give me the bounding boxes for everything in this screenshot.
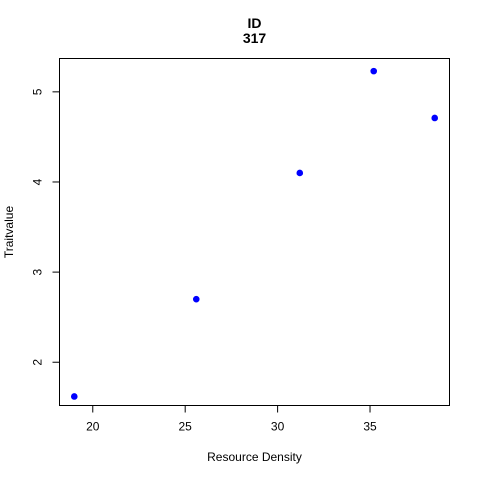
x-tick-label: 25: [179, 420, 193, 434]
y-tick-label: 4: [31, 178, 45, 185]
y-axis: 2 3 4 5: [31, 88, 60, 366]
data-points: [70, 67, 439, 400]
plot-area-frame: [59, 58, 450, 406]
x-axis-label: Resource Density: [207, 450, 302, 464]
x-axis: 20 25 30 35: [86, 405, 377, 434]
data-point: [192, 295, 200, 303]
x-tick-label: 35: [363, 420, 377, 434]
x-tick-label: 20: [86, 420, 100, 434]
data-point: [296, 169, 304, 177]
data-point: [70, 393, 78, 400]
y-tick-label: 2: [31, 359, 45, 366]
y-axis-label: Traitvalue: [2, 206, 16, 259]
y-tick-label: 3: [31, 268, 45, 275]
chart-title: ID: [248, 15, 262, 31]
data-point: [431, 114, 439, 122]
chart-subtitle: 317: [243, 30, 267, 46]
x-tick-label: 30: [271, 420, 285, 434]
data-point: [370, 67, 378, 75]
y-tick-label: 5: [31, 88, 45, 95]
